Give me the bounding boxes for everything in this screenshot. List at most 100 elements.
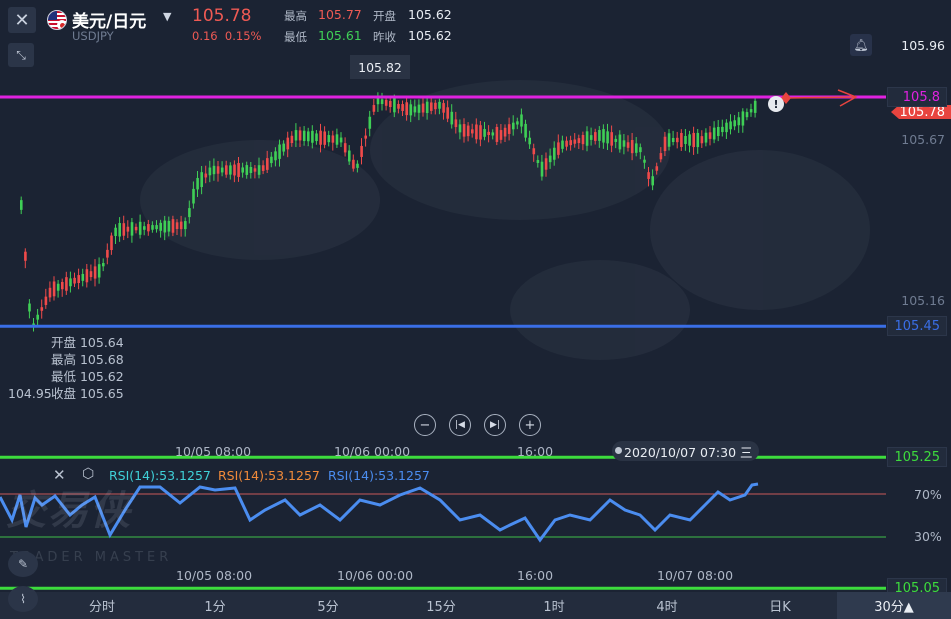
candle-body — [77, 275, 80, 284]
candle-body — [352, 159, 355, 169]
chevron-down-icon[interactable]: ▼ — [163, 10, 172, 23]
candle-body — [454, 119, 458, 128]
tab-30m[interactable]: 30分▲ — [837, 592, 951, 619]
zoom-in-button[interactable]: + — [519, 414, 541, 436]
candle-body — [69, 278, 72, 287]
candle-body — [635, 143, 638, 153]
candle-body — [417, 104, 421, 113]
collapse-button[interactable]: ⤡ — [8, 43, 34, 67]
watermark-subtitle: TRADER MASTER — [10, 550, 173, 565]
candle-body — [434, 102, 437, 110]
hover-price-label: 105.82 — [350, 55, 410, 79]
candle-body — [155, 225, 158, 230]
tab-1m[interactable]: 1分 — [204, 600, 226, 615]
tab-1h[interactable]: 1时 — [543, 600, 565, 615]
candle-body — [138, 221, 142, 235]
candle-body — [466, 125, 470, 137]
candle-body — [733, 120, 736, 127]
candle-body — [188, 208, 191, 218]
time-label: 10/05 08:00 — [175, 444, 252, 459]
candle-body — [692, 132, 695, 148]
candle-body — [126, 226, 130, 232]
candle-body — [425, 101, 429, 114]
candle-body — [212, 165, 216, 175]
candle-body — [376, 96, 380, 105]
candle-body — [339, 137, 343, 143]
level-tag: 105.25 — [887, 447, 947, 468]
candle-body — [102, 263, 105, 267]
candle-body — [557, 142, 560, 155]
close-indicator-icon[interactable]: ✕ — [53, 466, 66, 484]
pair-flag-icon — [47, 10, 67, 30]
candle-body — [24, 251, 27, 261]
candle-body — [503, 127, 507, 137]
tab-4h[interactable]: 4时 — [656, 600, 678, 615]
candle-body — [401, 104, 404, 111]
candle-body — [241, 167, 244, 173]
pencil-icon: ✎ — [17, 557, 29, 571]
candle-body — [553, 147, 556, 160]
candle-body — [704, 132, 708, 143]
zoom-out-icon: − — [419, 417, 431, 433]
candle-body — [676, 137, 679, 143]
candle-body — [421, 103, 425, 113]
close-button[interactable]: ✕ — [8, 7, 36, 33]
candle-body — [348, 150, 351, 162]
candle-body — [151, 225, 154, 230]
prev-close-label: 昨收 — [373, 30, 396, 44]
candle-body — [737, 117, 741, 126]
settings-icon[interactable]: ⬡ — [82, 466, 95, 482]
zoom-out-button[interactable]: − — [414, 414, 436, 436]
open-value: 105.62 — [408, 7, 452, 22]
candle-body — [118, 223, 121, 237]
line-tool-button[interactable]: ⌇ — [8, 586, 38, 612]
tab-daily[interactable]: 日K — [769, 600, 791, 615]
candle-body — [413, 106, 417, 113]
current-price-tag: 105.78 — [891, 105, 951, 119]
candle-body — [200, 172, 203, 188]
candle-body — [298, 130, 302, 141]
candle-body — [548, 155, 552, 163]
level-tag: 105.45 — [887, 316, 947, 337]
candle-body — [700, 136, 704, 144]
ohlc-open: 开盘 105.64 — [51, 335, 124, 350]
candle-body — [479, 125, 482, 140]
candle-body — [507, 124, 511, 134]
candle-body — [175, 222, 179, 229]
tab-15m[interactable]: 15分 — [426, 600, 456, 615]
candle-body — [745, 112, 749, 118]
candle-body — [384, 99, 388, 106]
tab-timeshare[interactable]: 分时 — [88, 600, 115, 615]
candle-body — [696, 132, 700, 148]
candle-body — [618, 134, 622, 150]
prev-button[interactable]: |◀ — [449, 414, 471, 436]
candle-body — [573, 139, 577, 144]
rsi-tag-3: RSI(14):53.1257 — [328, 468, 430, 483]
candle-body — [114, 227, 117, 237]
tab-5m[interactable]: 5分 — [317, 600, 339, 615]
open-label: 开盘 — [373, 9, 396, 23]
candle-body — [717, 126, 720, 137]
next-button[interactable]: ▶| — [484, 414, 506, 436]
ohlc-high: 最高 105.68 — [51, 352, 124, 367]
rsi-tag-2: RSI(14):53.1257 — [218, 468, 320, 483]
pencil-tool-button[interactable]: ✎ — [8, 551, 38, 577]
candle-body — [167, 220, 171, 232]
watermark-logo: 交易侠 — [6, 488, 132, 534]
info-icon[interactable]: ! — [768, 96, 784, 112]
candle-body — [315, 133, 318, 142]
candle-body — [688, 134, 691, 146]
candle-body — [581, 135, 585, 145]
candle-body — [614, 138, 618, 142]
period-tab-bar — [0, 592, 951, 619]
low-value: 105.61 — [318, 28, 362, 43]
candle-body — [712, 127, 716, 140]
candle-body — [270, 156, 273, 164]
candle-body — [380, 99, 384, 105]
alert-button[interactable]: 🔔︎ — [850, 34, 872, 56]
candle-body — [753, 100, 757, 113]
price-tick: 105.96 — [901, 38, 945, 53]
candle-body — [458, 124, 462, 133]
pair-name[interactable]: 美元/日元 — [72, 12, 147, 32]
